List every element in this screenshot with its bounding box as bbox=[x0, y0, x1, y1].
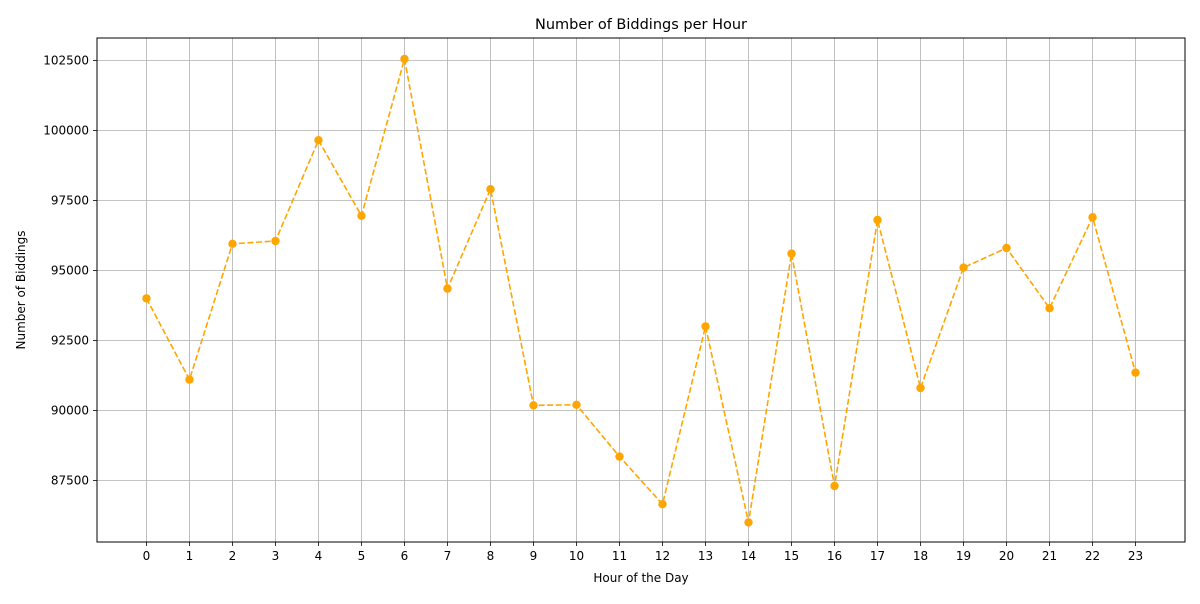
x-tick-label: 19 bbox=[956, 549, 971, 563]
x-tick-label: 1 bbox=[186, 549, 194, 563]
y-tick-label: 100000 bbox=[43, 123, 89, 137]
x-tick-label: 5 bbox=[358, 549, 366, 563]
series-markers bbox=[142, 54, 1140, 527]
data-point bbox=[400, 54, 409, 64]
y-tick-label: 92500 bbox=[51, 333, 89, 347]
data-point bbox=[185, 375, 194, 384]
series-line-layer bbox=[145, 58, 1137, 523]
data-point bbox=[486, 185, 495, 194]
y-tick-label: 95000 bbox=[51, 263, 89, 277]
x-tick-label: 22 bbox=[1085, 549, 1100, 563]
y-axis-label: Number of Biddings bbox=[14, 230, 28, 349]
data-point bbox=[959, 263, 968, 272]
x-tick-label: 2 bbox=[229, 549, 237, 563]
data-point bbox=[529, 401, 538, 410]
x-tick-label: 7 bbox=[444, 549, 452, 563]
x-tick-label: 4 bbox=[315, 549, 323, 563]
data-point bbox=[916, 383, 925, 393]
x-tick-label: 9 bbox=[530, 549, 538, 563]
x-tick-label: 21 bbox=[1042, 549, 1057, 563]
y-tick-label: 97500 bbox=[51, 193, 89, 207]
x-tick-label: 8 bbox=[487, 549, 495, 563]
x-tick-label: 15 bbox=[784, 549, 799, 563]
data-point bbox=[701, 322, 710, 331]
x-tick-label: 10 bbox=[569, 549, 584, 563]
y-axis-ticks: 87500 90000 92500 95000 97500 100000 102500 bbox=[43, 53, 97, 487]
x-tick-label: 14 bbox=[741, 549, 756, 563]
data-point bbox=[744, 518, 753, 527]
data-point bbox=[1131, 368, 1140, 377]
series-line bbox=[145, 58, 1137, 523]
data-point bbox=[787, 249, 796, 258]
x-tick-label: 23 bbox=[1128, 549, 1143, 563]
data-point bbox=[314, 136, 323, 145]
chart-title: Number of Biddings per Hour bbox=[535, 17, 747, 33]
x-tick-label: 12 bbox=[655, 549, 670, 563]
data-point bbox=[830, 481, 839, 491]
x-tick-label: 20 bbox=[999, 549, 1014, 563]
data-point bbox=[1002, 243, 1011, 253]
x-tick-label: 6 bbox=[401, 549, 409, 563]
x-tick-label: 13 bbox=[698, 549, 713, 563]
data-point bbox=[271, 236, 280, 246]
x-tick-label: 18 bbox=[913, 549, 928, 563]
data-point bbox=[873, 215, 882, 225]
data-point bbox=[357, 211, 366, 220]
data-point bbox=[1045, 304, 1054, 313]
x-tick-label: 17 bbox=[870, 549, 885, 563]
y-tick-label: 90000 bbox=[51, 403, 89, 417]
data-point bbox=[443, 284, 452, 293]
y-tick-label: 102500 bbox=[43, 53, 89, 67]
data-point bbox=[572, 400, 581, 409]
x-axis-ticks: 0 1 2 3 4 5 6 7 8 9 10 11 12 13 14 15 16 17 18 19 20 21 22 23 bbox=[143, 542, 1143, 563]
x-tick-label: 11 bbox=[612, 549, 627, 563]
grid-lines bbox=[97, 38, 1185, 542]
data-point bbox=[228, 239, 237, 248]
data-point bbox=[142, 294, 151, 303]
plot-frame bbox=[96, 37, 1186, 543]
x-tick-label: 0 bbox=[143, 549, 151, 563]
data-point bbox=[615, 452, 624, 461]
data-point bbox=[1088, 213, 1097, 222]
x-tick-label: 16 bbox=[827, 549, 842, 563]
x-axis-label: Hour of the Day bbox=[593, 571, 688, 585]
data-point bbox=[658, 500, 667, 509]
x-tick-label: 3 bbox=[272, 549, 280, 563]
y-tick-label: 87500 bbox=[51, 473, 89, 487]
